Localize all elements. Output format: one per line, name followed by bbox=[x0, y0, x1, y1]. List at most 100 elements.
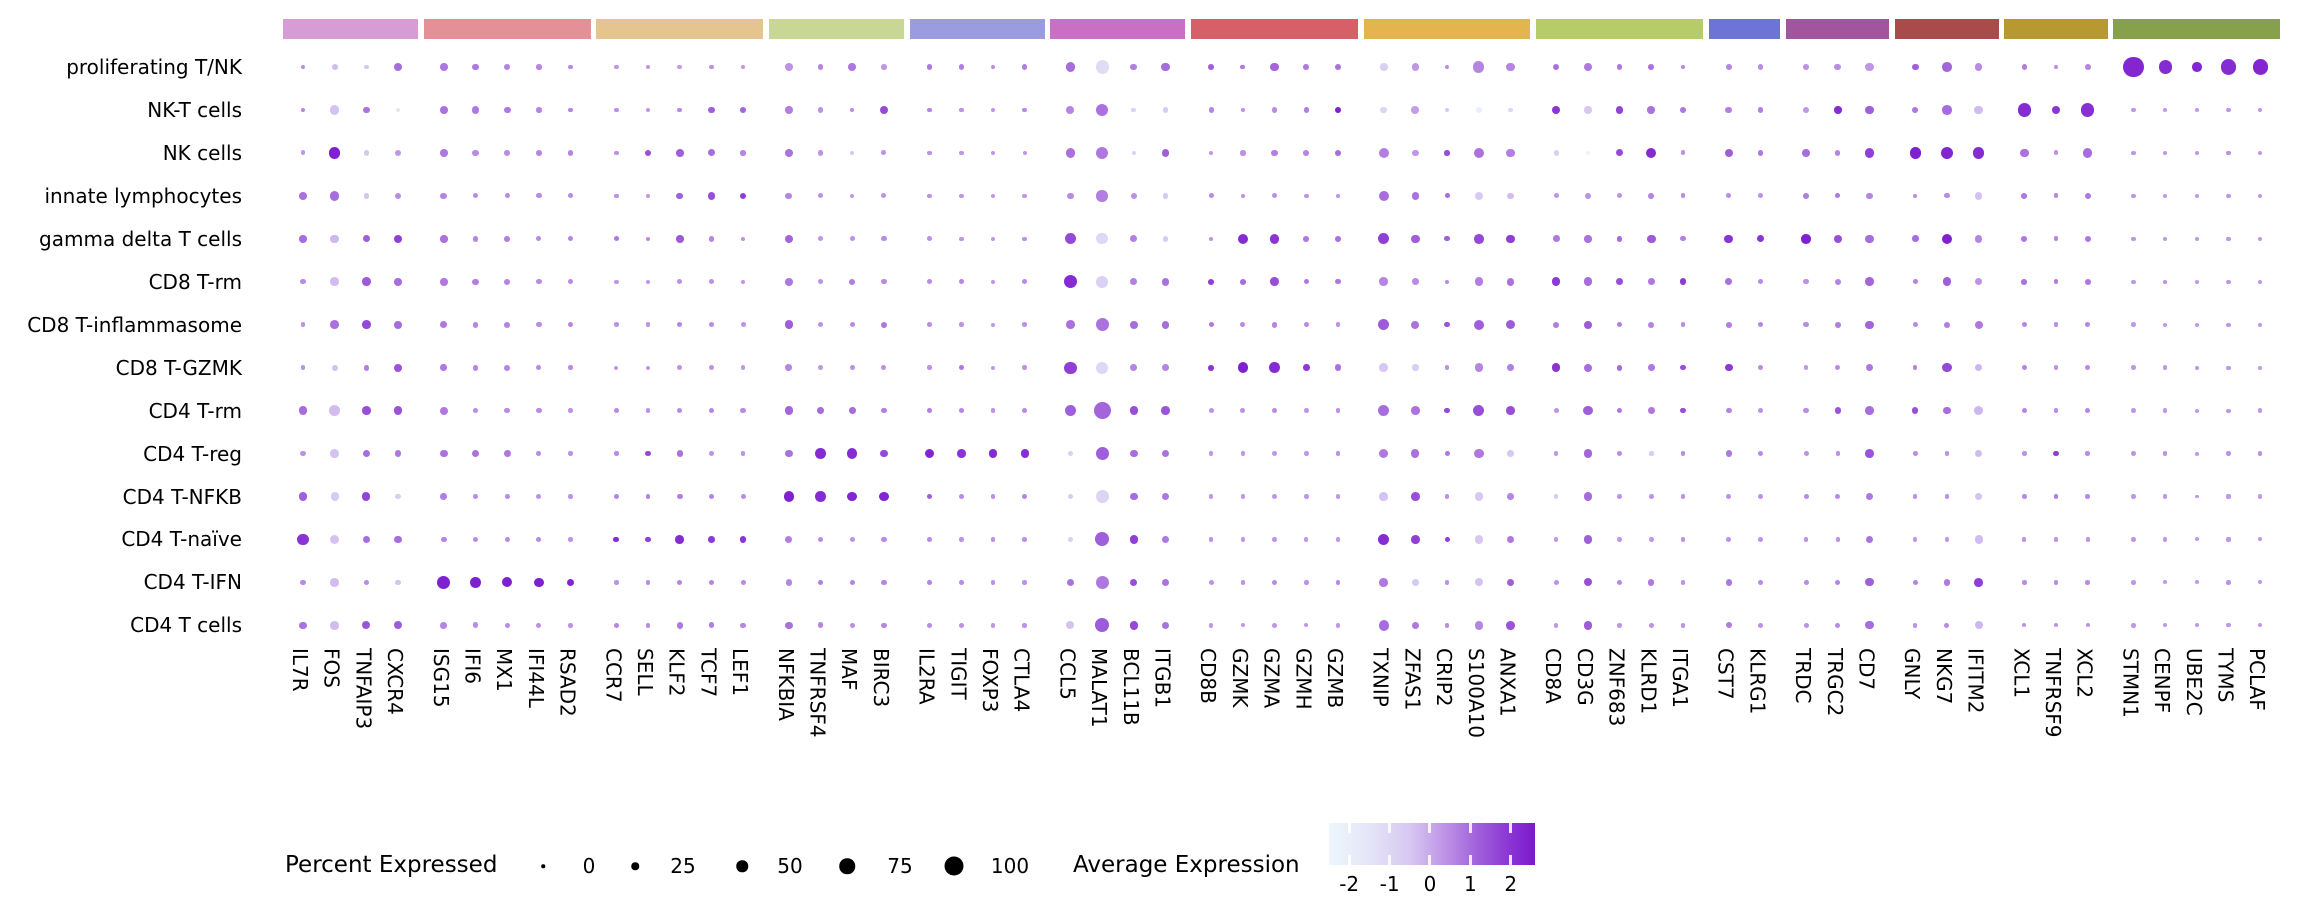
dot bbox=[990, 408, 996, 413]
dot bbox=[1585, 150, 1591, 156]
dot bbox=[849, 193, 855, 199]
dot bbox=[1379, 277, 1388, 287]
dot bbox=[504, 278, 511, 285]
dot bbox=[2194, 623, 2199, 628]
dot bbox=[330, 492, 339, 501]
dot bbox=[2226, 623, 2231, 628]
dot bbox=[2021, 278, 2028, 285]
dot bbox=[1240, 150, 1246, 156]
dot bbox=[1943, 406, 1951, 415]
dot bbox=[2163, 580, 2168, 585]
dot bbox=[1208, 150, 1214, 156]
dot bbox=[2131, 150, 2136, 156]
gene-label-trgc2: TRGC2 bbox=[1822, 648, 1847, 717]
dot bbox=[2020, 148, 2029, 158]
dot bbox=[1803, 537, 1809, 542]
dot bbox=[614, 365, 619, 370]
gene-label-txnip: TXNIP bbox=[1368, 648, 1393, 707]
dot bbox=[817, 622, 824, 629]
dot bbox=[568, 193, 574, 199]
dot bbox=[440, 364, 448, 371]
dot bbox=[330, 320, 339, 329]
dot bbox=[440, 192, 448, 200]
dot bbox=[740, 236, 746, 242]
row-label-cd4-t-na-ve: CD4 T-naïve bbox=[121, 527, 242, 552]
dot bbox=[708, 279, 714, 285]
dot bbox=[2258, 107, 2263, 112]
dot bbox=[740, 322, 746, 328]
dot bbox=[1648, 494, 1654, 499]
gene-label-cst7: CST7 bbox=[1713, 648, 1738, 700]
dot bbox=[1835, 579, 1841, 585]
dot bbox=[990, 580, 996, 585]
dot bbox=[708, 322, 714, 328]
dot bbox=[395, 493, 401, 500]
dot bbox=[613, 236, 619, 242]
dot bbox=[1912, 407, 1919, 414]
dot bbox=[1378, 190, 1389, 202]
dot bbox=[645, 64, 651, 70]
dot bbox=[1335, 279, 1341, 285]
dot bbox=[2085, 451, 2090, 456]
dot bbox=[1474, 363, 1484, 372]
row-label-cd4-t-reg: CD4 T-reg bbox=[143, 441, 242, 466]
dot bbox=[2053, 322, 2059, 327]
dot bbox=[614, 279, 619, 284]
dot bbox=[472, 536, 479, 543]
dot bbox=[1553, 407, 1559, 414]
dot bbox=[472, 235, 479, 242]
dot bbox=[784, 320, 794, 329]
dot bbox=[1335, 623, 1341, 628]
dot bbox=[2194, 365, 2199, 370]
row-label-nk-t-cells: NK-T cells bbox=[147, 97, 242, 122]
percent-legend-dot-25 bbox=[631, 862, 639, 870]
dot bbox=[363, 150, 370, 156]
dot bbox=[1506, 363, 1515, 372]
dot bbox=[2226, 150, 2231, 155]
dot bbox=[784, 106, 793, 114]
gene-label-tyms: TYMS bbox=[2213, 648, 2238, 703]
gene-label-zfas1: ZFAS1 bbox=[1400, 648, 1425, 711]
dot bbox=[1066, 621, 1075, 630]
dot bbox=[2131, 494, 2136, 499]
dot bbox=[1208, 322, 1214, 328]
dot bbox=[2084, 278, 2091, 285]
dot bbox=[2022, 623, 2027, 628]
dot bbox=[818, 236, 823, 242]
dot bbox=[614, 580, 619, 585]
dot bbox=[1974, 363, 1983, 372]
dot bbox=[1378, 533, 1390, 546]
dot bbox=[1944, 494, 1950, 499]
dot bbox=[1335, 537, 1341, 542]
dot bbox=[708, 106, 715, 114]
dot bbox=[1803, 279, 1809, 285]
dot bbox=[300, 64, 306, 70]
gradient-tick-mark bbox=[1347, 855, 1351, 865]
dot bbox=[815, 491, 826, 502]
dot bbox=[568, 623, 573, 628]
row-label-cd8-t-inflammasome: CD8 T-inflammasome bbox=[27, 312, 242, 337]
dot bbox=[568, 365, 573, 370]
dot bbox=[2085, 407, 2091, 414]
dot bbox=[2053, 236, 2059, 242]
dot bbox=[1583, 578, 1592, 587]
dot bbox=[362, 235, 370, 243]
dot bbox=[1647, 106, 1656, 114]
dot bbox=[2163, 150, 2168, 155]
dot bbox=[1095, 489, 1109, 504]
dot bbox=[1506, 578, 1515, 587]
gene-group-bar-9 bbox=[1536, 19, 1703, 39]
dot bbox=[990, 322, 996, 327]
dot bbox=[1271, 321, 1278, 328]
dot bbox=[1161, 492, 1170, 501]
row-label-cd4-t-ifn: CD4 T-IFN bbox=[143, 570, 242, 595]
dot bbox=[785, 535, 793, 543]
dot bbox=[708, 536, 715, 543]
dot bbox=[1507, 450, 1514, 457]
dot bbox=[785, 364, 793, 371]
dot bbox=[815, 448, 826, 459]
dot bbox=[299, 192, 307, 200]
dot bbox=[1129, 320, 1138, 329]
dot bbox=[299, 621, 307, 630]
dot bbox=[1725, 622, 1732, 629]
